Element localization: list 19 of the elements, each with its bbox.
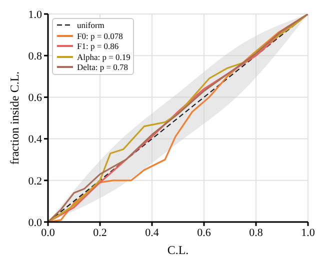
x-tick-label: 0.4 [145, 226, 160, 239]
x-axis-title: C.L. [167, 243, 189, 257]
x-tick-label: 0.6 [197, 226, 212, 239]
legend-label: uniform [77, 20, 104, 30]
y-tick-label: 0.0 [28, 216, 42, 229]
y-tick-label: 0.2 [28, 175, 42, 188]
x-tick-label: 0.2 [93, 226, 107, 239]
x-tick-label: 0.0 [41, 226, 56, 239]
legend-label: F0: p = 0.078 [77, 30, 123, 41]
y-tick-label: 0.4 [28, 134, 42, 146]
y-tick-label: 0.8 [28, 50, 42, 63]
y-axis-title: fraction inside C.L. [7, 71, 22, 165]
y-tick-label: 0.6 [28, 92, 42, 104]
legend-label: Delta: p = 0.78 [77, 62, 128, 72]
legend-label: F1: p = 0.86 [77, 41, 119, 52]
x-tick-label: 1.0 [301, 226, 316, 239]
y-tick-label: 1.0 [28, 8, 42, 21]
x-tick-label: 0.8 [249, 226, 264, 239]
legend-label: Alpha: p = 0.19 [77, 52, 130, 62]
